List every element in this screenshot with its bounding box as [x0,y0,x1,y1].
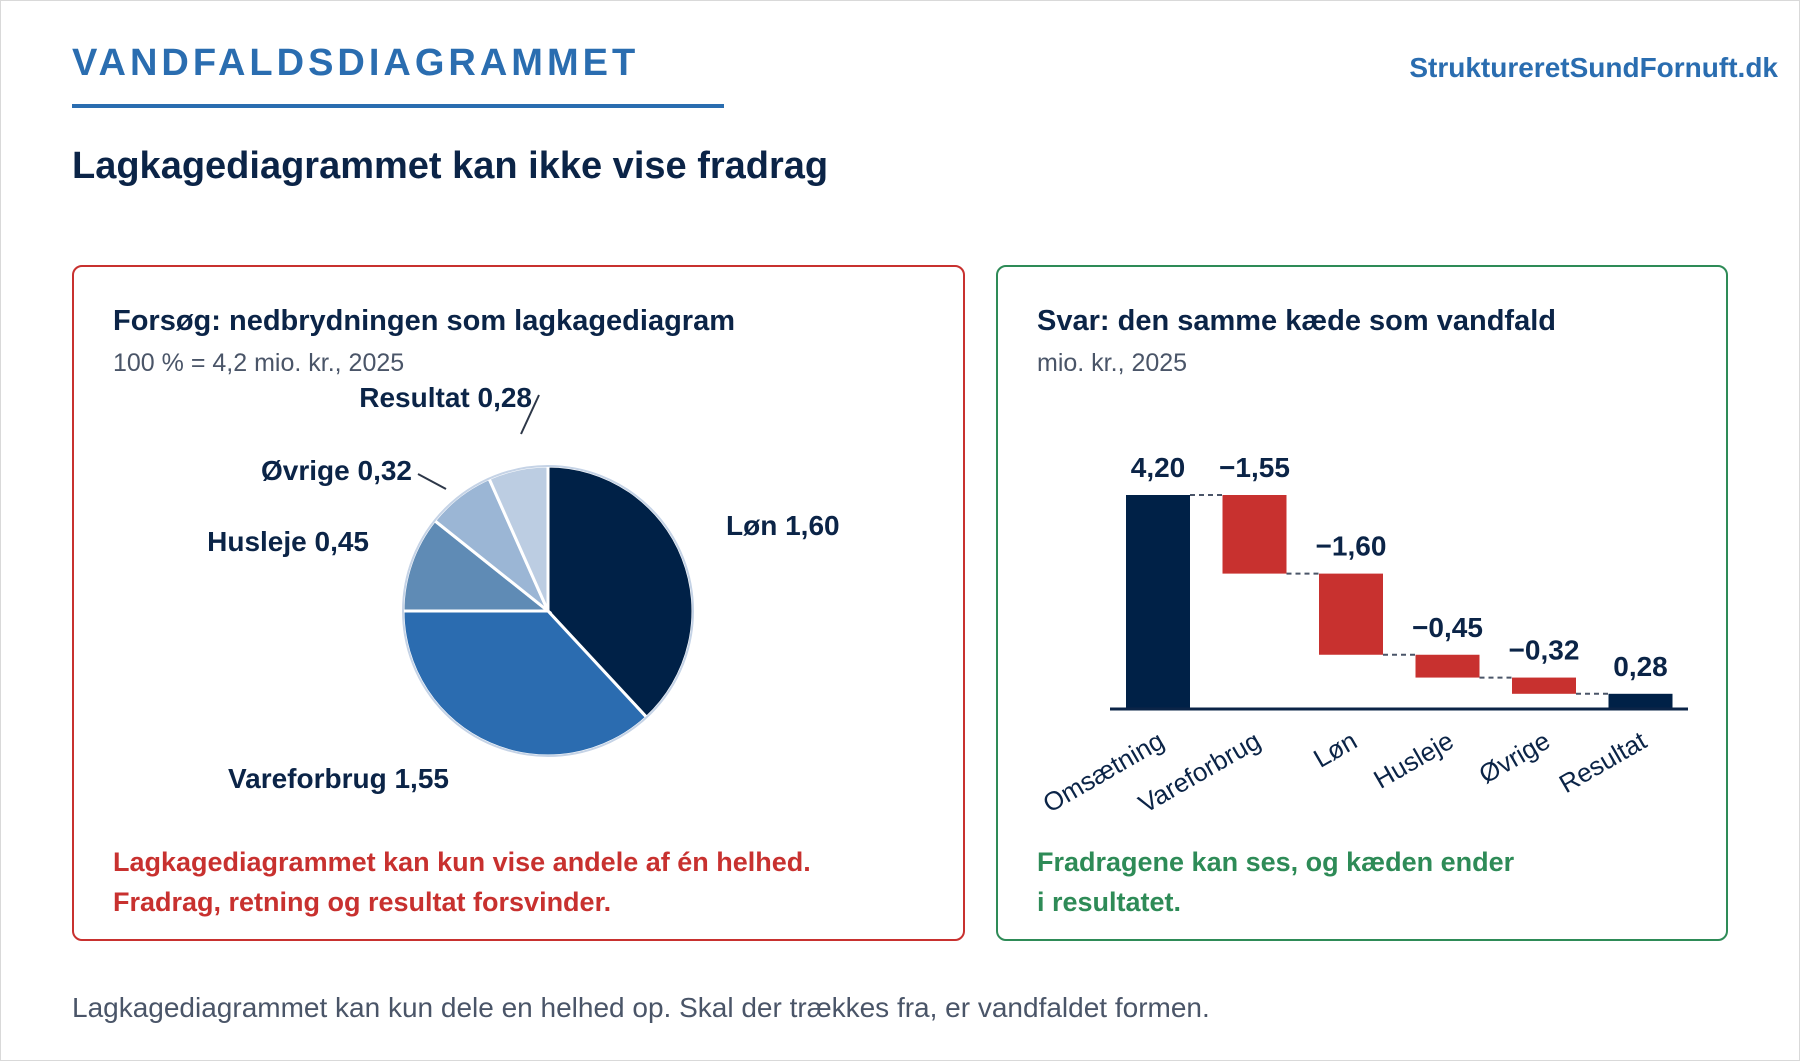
waterfall-bar-0 [1126,495,1190,708]
pie-slice-label-0: Løn 1,60 [726,510,840,541]
pie-leader-line-4 [520,394,540,435]
waterfall-category-label-3: Husleje [1368,725,1458,794]
waterfall-value-label-2: −1,60 [1316,531,1387,562]
pie-panel: Forsøg: nedbrydningen som lagkagediagram… [72,265,965,941]
waterfall-value-label-3: −0,45 [1412,612,1483,643]
waterfall-value-label-1: −1,55 [1219,452,1290,483]
pie-slice-label-2: Husleje 0,45 [207,526,369,557]
waterfall-category-label-5: Resultat [1554,725,1652,799]
pie-leader-line-3 [417,473,447,490]
footer-caption: Lagkagediagrammet kan kun dele en helhed… [72,992,1210,1023]
pie-note-line-1: Lagkagediagrammet kan kun vise andele af… [113,847,811,877]
waterfall-note-line-2: i resultatet. [1037,887,1182,917]
kicker-title: VANDFALDSDIAGRAMMET [72,42,640,84]
waterfall-category-label-4: Øvrige [1474,725,1555,789]
pie-panel-note: Lagkagediagrammet kan kun vise andele af… [113,842,811,922]
waterfall-chart: 4,20Omsætning−1,55Vareforbrug−1,60Løn−0,… [1038,452,1688,819]
waterfall-panel-note: Fradragene kan ses, og kæden ender i res… [1037,842,1514,922]
waterfall-value-label-4: −0,32 [1509,635,1580,666]
waterfall-value-label-5: 0,28 [1613,651,1668,682]
pie-panel-subtitle: 100 % = 4,2 mio. kr., 2025 [113,349,405,377]
waterfall-panel: Svar: den samme kæde som vandfald mio. k… [996,265,1728,941]
waterfall-bar-4 [1512,677,1576,694]
waterfall-category-label-2: Løn [1308,725,1362,773]
waterfall-note-line-1: Fradragene kan ses, og kæden ender [1037,847,1515,877]
pie-slice-label-4: Resultat 0,28 [359,382,532,413]
waterfall-bar-5 [1608,693,1673,708]
page-headline: Lagkagediagrammet kan ikke vise fradrag [72,145,829,187]
pie-note-line-2: Fradrag, retning og resultat forsvinder. [113,887,612,917]
waterfall-value-label-0: 4,20 [1131,452,1186,483]
brand-link[interactable]: StruktureretSundFornuft.dk [1409,52,1778,83]
pie-outline [402,465,694,757]
waterfall-panel-subtitle: mio. kr., 2025 [1037,349,1188,377]
waterfall-bar-3 [1415,654,1480,678]
waterfall-bar-1 [1222,495,1287,574]
kicker-underline [72,104,724,108]
pie-panel-title: Forsøg: nedbrydningen som lagkagediagram [113,305,735,337]
pie-slice-label-1: Vareforbrug 1,55 [228,763,449,794]
pie-chart: Løn 1,60 Vareforbrug 1,55 Husleje 0,45 Øvri… [207,382,840,794]
waterfall-panel-title: Svar: den samme kæde som vandfald [1037,305,1556,337]
pie-slice-label-3: Øvrige 0,32 [261,455,412,486]
waterfall-bar-2 [1319,573,1383,655]
